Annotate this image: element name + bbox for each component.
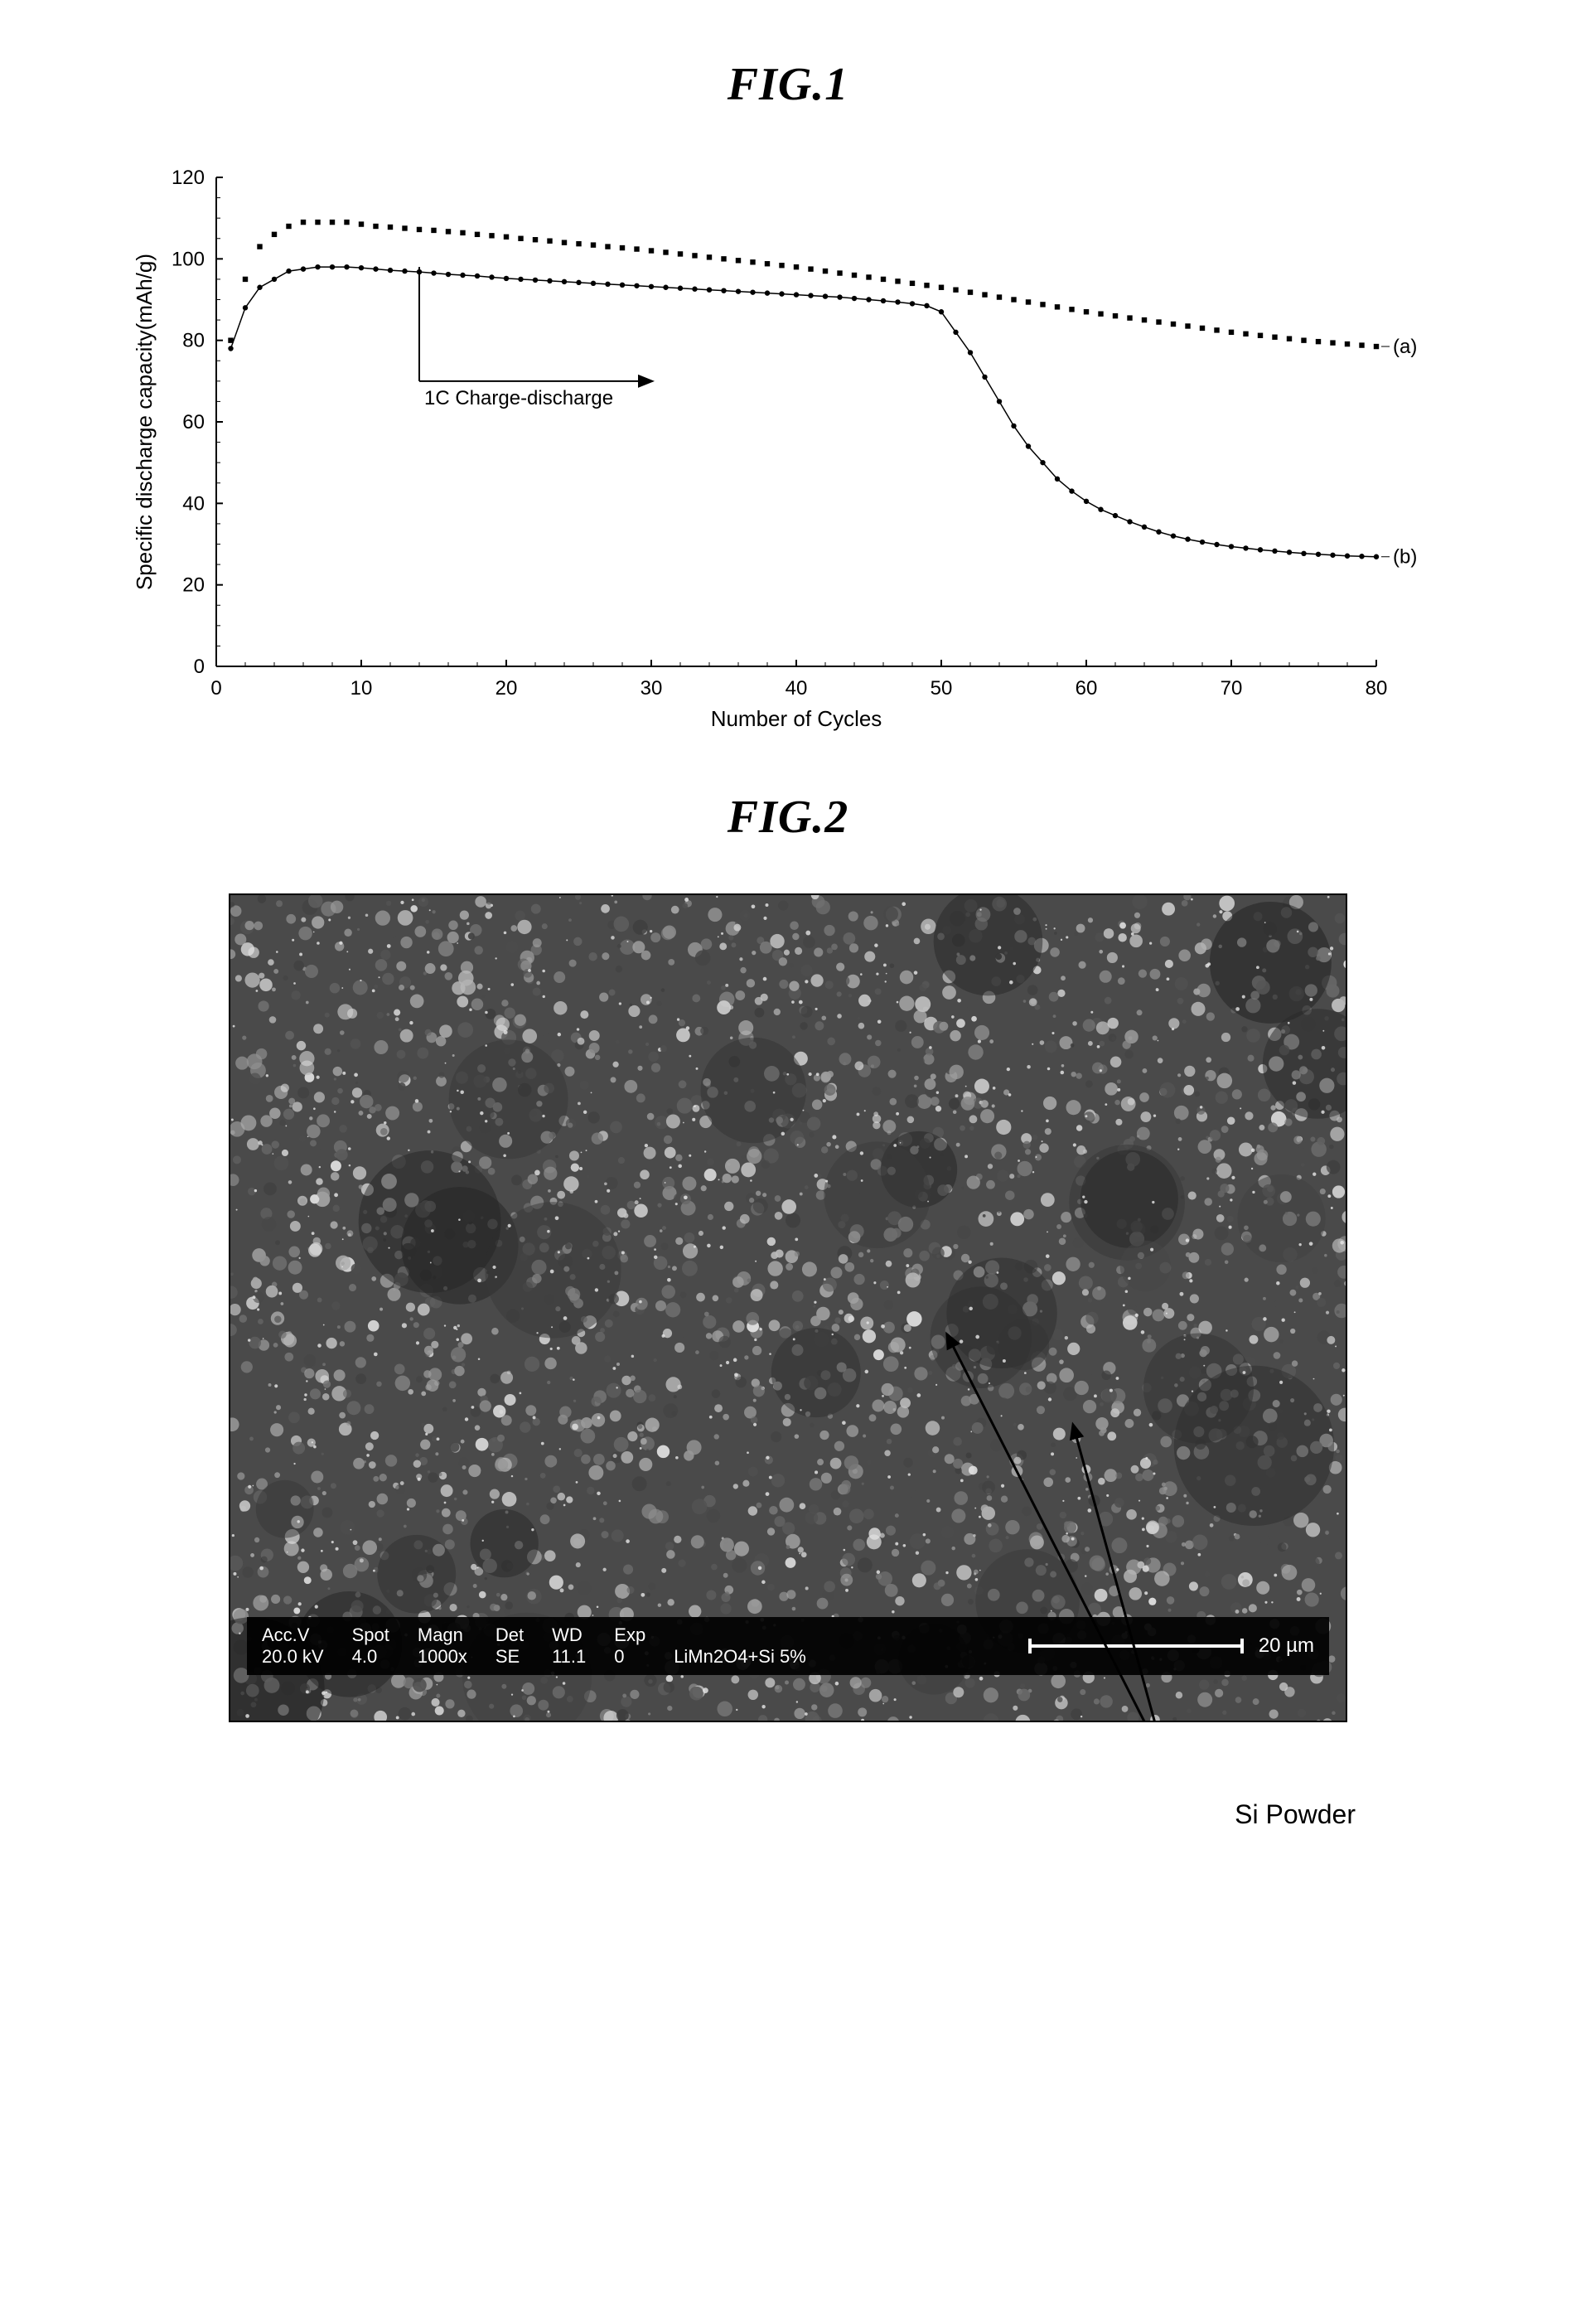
svg-text:100: 100: [172, 248, 205, 270]
sem-col-magn: Magn1000x: [418, 1624, 467, 1668]
fig2-title: FIG.2: [50, 791, 1526, 844]
svg-text:60: 60: [182, 411, 205, 433]
sem-frame: Acc.V20.0 kV Spot4.0 Magn1000x DetSE WD11.1 E…: [229, 893, 1347, 1722]
fig1-title: FIG.1: [50, 58, 1526, 111]
fig2-sem: Acc.V20.0 kV Spot4.0 Magn1000x DetSE WD11.1 E…: [229, 893, 1347, 1722]
svg-text:1C Charge-discharge: 1C Charge-discharge: [424, 387, 613, 409]
sem-info-bar: Acc.V20.0 kV Spot4.0 Magn1000x DetSE WD11.1 E…: [247, 1617, 1329, 1675]
sem-col-spot: Spot4.0: [352, 1624, 389, 1668]
svg-text:(a): (a): [1393, 336, 1417, 358]
sem-col-accv: Acc.V20.0 kV: [262, 1624, 324, 1668]
sem-scale: 20 µm: [1028, 1634, 1314, 1658]
svg-text:Specific discharge capacity(mA: Specific discharge capacity(mAh/g): [132, 254, 157, 590]
svg-text:40: 40: [786, 677, 808, 700]
svg-text:70: 70: [1221, 677, 1243, 700]
svg-text:10: 10: [350, 677, 373, 700]
sem-col-det: DetSE: [496, 1624, 524, 1668]
svg-text:20: 20: [496, 677, 518, 700]
svg-text:0: 0: [194, 656, 205, 678]
svg-text:50: 50: [931, 677, 953, 700]
fig1-chart-svg: 0 10 20 30 40 50 60 70 80 0 20 40 60 80 100 120 Number o…: [125, 161, 1451, 741]
si-powder-label: Si Powder: [1235, 1799, 1356, 1830]
svg-text:30: 30: [641, 677, 663, 700]
svg-text:80: 80: [182, 330, 205, 352]
svg-text:Number of Cycles: Number of Cycles: [711, 706, 882, 731]
svg-text:60: 60: [1076, 677, 1098, 700]
svg-text:0: 0: [210, 677, 221, 700]
svg-text:(b): (b): [1393, 546, 1417, 569]
fig1-chart: 0 10 20 30 40 50 60 70 80 0 20 40 60 80 100 120 Number o…: [125, 161, 1451, 741]
sem-sample: LiMn2O4+Si 5%: [674, 1624, 806, 1668]
sem-col-exp: Exp0: [614, 1624, 645, 1668]
svg-text:120: 120: [172, 167, 205, 189]
svg-text:80: 80: [1366, 677, 1388, 700]
sem-texture: [230, 895, 1347, 1722]
svg-text:40: 40: [182, 492, 205, 515]
sem-col-wd: WD11.1: [552, 1624, 586, 1668]
svg-text:20: 20: [182, 574, 205, 597]
